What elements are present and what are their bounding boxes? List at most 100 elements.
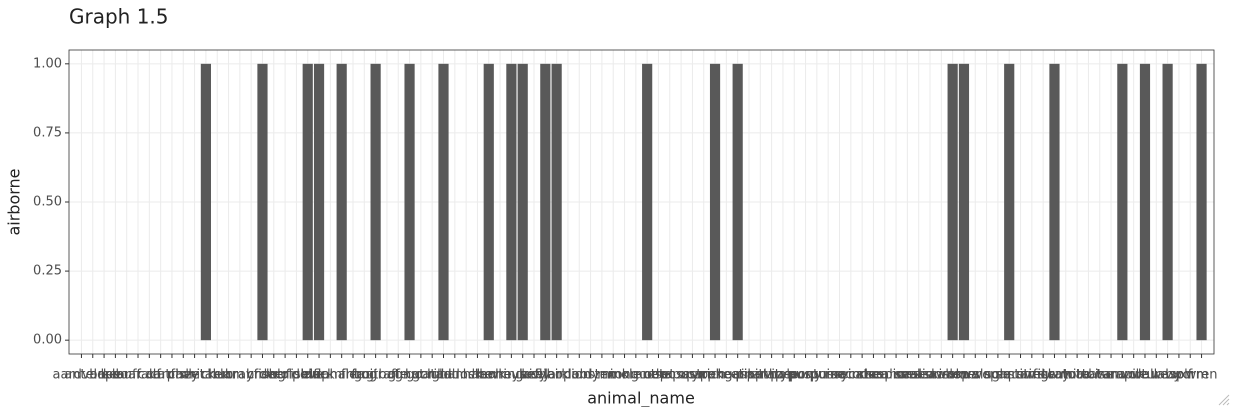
bar [200, 63, 211, 341]
x-tick-label: platypus [755, 368, 811, 383]
bar [313, 63, 325, 341]
x-tick-label: gnat [395, 368, 425, 383]
x-tick-label: porpoise [789, 368, 845, 383]
x-tick-label: haddock [427, 368, 483, 383]
x-tick-label: bear [101, 368, 131, 383]
x-tick-label: lobster [568, 368, 614, 383]
x-tick-label: swan [1038, 368, 1072, 383]
x-tick-label: honeybee [479, 368, 543, 383]
x-tick-label: worm [1172, 368, 1208, 383]
bar [483, 63, 494, 341]
x-tick-label: opossum [652, 368, 711, 383]
x-tick-label: dolphin [272, 368, 320, 383]
bar [517, 63, 528, 341]
x-tick-label: octopus [644, 368, 696, 383]
bar [709, 63, 721, 341]
x-tick-label: calf [138, 368, 162, 383]
y-tick-label: 0.50 [33, 195, 62, 210]
x-tick-label: fruitbat [352, 368, 400, 383]
x-tick-label: pike [736, 368, 763, 383]
x-tick-label: tortoise [1063, 368, 1113, 383]
y-tick-label: 0.00 [33, 333, 62, 348]
plot-border [68, 49, 1215, 355]
bar [947, 63, 958, 341]
y-axis-title: airborne [5, 168, 24, 235]
bar [540, 63, 551, 341]
x-tick-label: ladybird [519, 368, 572, 383]
bar [257, 63, 268, 341]
bar [404, 63, 415, 341]
x-tick-label: dogfish [261, 368, 309, 383]
x-tick-label: toad [1062, 368, 1091, 383]
bar [1162, 63, 1173, 341]
bar [302, 63, 313, 341]
x-tick-label: pony [789, 368, 821, 383]
x-axis-title: animal_name [587, 389, 695, 407]
bar [642, 63, 653, 341]
x-tick-label: boar [112, 368, 142, 383]
y-tick-label: 0.75 [33, 125, 62, 140]
x-tick-label: slug [973, 368, 1000, 383]
y-tick-label: 1.00 [33, 56, 62, 71]
bar [1049, 63, 1060, 341]
x-tick-label: sole [985, 368, 1011, 383]
x-tick-label: pheasant [707, 368, 768, 383]
x-tick-label: wallaby [1131, 368, 1181, 383]
x-tick-label: sparrow [983, 368, 1035, 383]
bar [506, 63, 517, 341]
resize-grip [1218, 394, 1230, 406]
x-tick-label: gorilla [412, 368, 452, 383]
x-tick-label: termite [1042, 368, 1090, 383]
x-tick-label: dove [292, 368, 324, 383]
x-tick-label: lark [544, 368, 569, 383]
x-tick-label: clam [213, 368, 244, 383]
x-tick-label: tuna [1096, 368, 1126, 383]
x-tick-label: pitviper [747, 368, 798, 383]
x-tick-label: hare [463, 368, 492, 383]
y-tick-label: 0.25 [33, 264, 62, 279]
x-tick-label: flea [341, 368, 365, 383]
x-tick-label: skua [949, 368, 979, 383]
bar [1117, 63, 1128, 341]
x-tick-label: lion [568, 368, 591, 383]
x-tick-label: tuatara [1076, 368, 1124, 383]
x-tick-label: hamster [439, 368, 494, 383]
x-tick-label: penguin [700, 368, 753, 383]
x-tick-label: piranha [735, 368, 785, 383]
x-tick-label: frog [351, 368, 377, 383]
x-tick-label: moth [630, 368, 664, 383]
x-tick-label: wren [1186, 368, 1218, 383]
x-tick-label: ostrich [682, 368, 726, 383]
x-tick-label: seawasp [913, 368, 969, 383]
x-tick-label: giraffe [366, 368, 408, 383]
x-tick-label: newt [642, 368, 674, 383]
x-tick-label: raccoon [825, 368, 877, 383]
x-tick-label: deer [259, 368, 289, 383]
x-tick-label: crab [225, 368, 254, 383]
bar [1139, 63, 1151, 341]
x-tick-label: flamingo [313, 368, 370, 383]
bar [370, 63, 381, 341]
x-tick-label: crayfish [225, 368, 276, 383]
x-tick-label: rhea [859, 368, 888, 383]
bar [732, 63, 743, 341]
x-tick-label: goat [406, 368, 435, 383]
x-tick-label: carp [146, 368, 175, 383]
x-tick-label: pussycat [811, 368, 869, 383]
x-tick-label: hawk [472, 368, 507, 383]
x-tick-label: seal [894, 368, 920, 383]
x-tick-label: bass [89, 368, 119, 383]
x-tick-label: buffalo [116, 368, 161, 383]
x-tick-label: cavy [168, 368, 199, 383]
x-tick-label: wasp [1151, 368, 1185, 383]
x-tick-label: seahorse [867, 368, 926, 383]
x-tick-label: duck [303, 368, 335, 383]
x-tick-label: wolf [1166, 368, 1193, 383]
x-tick-label: vole [1120, 368, 1147, 383]
x-tick-label: antelope [64, 368, 121, 383]
x-tick-label: chub [201, 368, 233, 383]
x-tick-label: girl [388, 368, 409, 383]
bar [336, 63, 347, 341]
x-tick-label: scorpion [857, 368, 912, 383]
